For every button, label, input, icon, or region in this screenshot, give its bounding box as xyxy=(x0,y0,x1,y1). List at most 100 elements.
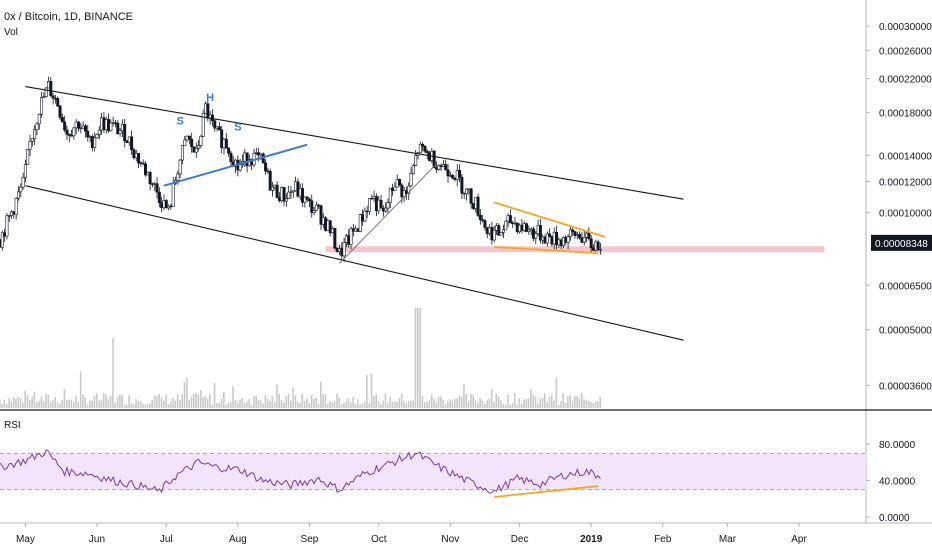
candle-body xyxy=(19,186,23,193)
rsi-line xyxy=(0,449,601,494)
volume-bar xyxy=(68,399,70,408)
volume-bar xyxy=(29,399,31,408)
volume-bar xyxy=(47,394,50,408)
volume-bar xyxy=(223,391,225,408)
candle-body xyxy=(180,145,184,161)
volume-bar xyxy=(218,402,220,408)
candle-body xyxy=(310,200,314,213)
candle-body xyxy=(30,138,34,142)
price-tick-label: 0.00030000 xyxy=(879,22,932,33)
candle-body xyxy=(155,183,159,193)
candle-body xyxy=(44,87,48,97)
volume-bar xyxy=(345,401,347,408)
candle-body xyxy=(238,164,242,171)
volume-bar xyxy=(162,400,165,408)
volume-bar xyxy=(276,384,278,408)
candle-body xyxy=(444,164,448,171)
time-tick-label: Apr xyxy=(791,534,807,545)
candle-body xyxy=(58,105,62,118)
volume-bar xyxy=(592,403,595,408)
candle-body xyxy=(525,223,529,232)
volume-bar xyxy=(322,393,324,408)
price-tick-label: 0.00012000 xyxy=(879,177,932,188)
volume-bar xyxy=(525,399,528,408)
volume-bar xyxy=(126,404,128,408)
volume-bar xyxy=(283,402,285,408)
candle-body xyxy=(423,145,427,152)
volume-bar xyxy=(202,397,204,408)
volume-bar xyxy=(257,400,260,408)
volume-bar xyxy=(107,399,110,408)
current-price-label: 0.00008348 xyxy=(875,239,928,250)
candle-body xyxy=(287,191,291,199)
rsi-tick-label: 0.0000 xyxy=(879,513,910,524)
volume-bar xyxy=(183,382,186,408)
price-tick-label: 0.00003600 xyxy=(879,381,932,392)
candle-body xyxy=(143,163,147,176)
volume-bar xyxy=(179,399,181,408)
price-tick-label: 0.00006500 xyxy=(879,281,932,292)
volume-bar xyxy=(232,386,234,408)
volume-bar xyxy=(105,394,107,408)
volume-bar xyxy=(176,394,179,408)
volume-bar xyxy=(389,396,391,408)
candle-body xyxy=(284,198,288,202)
volume-bar xyxy=(451,401,454,408)
support-zone-band xyxy=(325,246,825,253)
volume-bar xyxy=(513,393,516,408)
time-tick-label: Jun xyxy=(89,534,105,545)
volume-bar xyxy=(91,400,93,408)
candle-body xyxy=(386,202,390,209)
volume-bars xyxy=(0,308,602,408)
candles xyxy=(0,76,602,262)
time-tick-label: Feb xyxy=(654,534,672,545)
volume-bar xyxy=(294,395,297,408)
volume-bar xyxy=(403,400,405,408)
volume-bar xyxy=(336,393,338,408)
volume-bar xyxy=(33,391,36,408)
volume-bar xyxy=(248,398,251,408)
volume-bar xyxy=(433,399,435,408)
volume-bar xyxy=(447,401,449,408)
candle-body xyxy=(464,188,468,195)
volume-bar xyxy=(386,403,389,408)
volume-bar xyxy=(292,387,294,408)
volume-bar xyxy=(440,396,442,408)
candle-body xyxy=(217,126,221,131)
candle-body xyxy=(469,188,473,204)
volume-bar xyxy=(329,400,331,408)
candle-body xyxy=(130,136,134,151)
volume-bar xyxy=(132,404,135,408)
volume-bar xyxy=(465,393,468,408)
volume-bar xyxy=(72,401,75,408)
volume-bar xyxy=(8,397,10,408)
volume-bar xyxy=(419,308,421,408)
price-tick-label: 0.00018000 xyxy=(879,109,932,120)
price-tick-label: 0.00026000 xyxy=(879,46,932,57)
volume-bar xyxy=(509,404,511,408)
volume-bar xyxy=(190,396,193,408)
volume-bar xyxy=(453,399,456,408)
volume-bar xyxy=(86,404,89,408)
candle-body xyxy=(227,147,231,154)
volume-bar xyxy=(449,399,451,408)
volume-bar xyxy=(560,401,562,408)
volume-bar xyxy=(405,403,408,408)
candle-body xyxy=(481,219,485,221)
candle-body xyxy=(483,220,487,228)
candle-body xyxy=(508,215,512,224)
candle-body xyxy=(568,229,572,237)
volume-bar xyxy=(31,396,33,408)
volume-bar xyxy=(84,397,87,408)
candle-body xyxy=(432,150,436,169)
volume-bar xyxy=(354,403,357,408)
candle-body xyxy=(582,236,586,243)
candle-body xyxy=(476,196,480,216)
volume-bar xyxy=(359,404,361,408)
candle-body xyxy=(157,191,161,204)
volume-bar xyxy=(253,396,255,408)
wedge-lower-line xyxy=(494,246,599,255)
volume-bar xyxy=(380,404,382,408)
volume-bar xyxy=(10,401,13,408)
